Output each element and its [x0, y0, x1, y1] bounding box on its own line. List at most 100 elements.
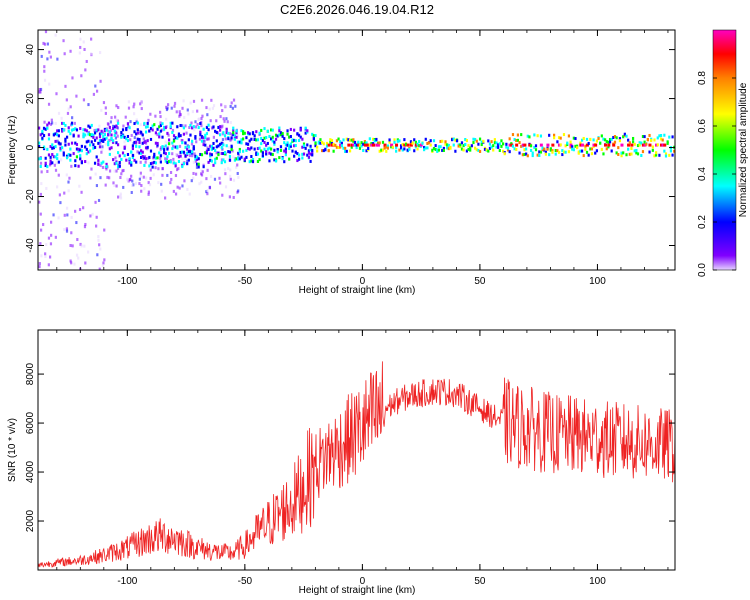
heat-cell [166, 155, 169, 159]
heat-cell [357, 141, 360, 145]
heat-cell [50, 233, 53, 237]
heat-cell [250, 155, 253, 159]
heat-cell [79, 154, 82, 158]
heat-cell [566, 141, 569, 145]
heat-cell [110, 146, 113, 150]
heat-cell [643, 140, 646, 144]
heat-cell [108, 125, 111, 129]
heat-cell [164, 140, 167, 144]
heat-cell [90, 133, 93, 137]
heat-cell [185, 131, 188, 135]
heat-cell [293, 154, 296, 158]
heat-cell [151, 128, 154, 132]
heat-cell [66, 111, 70, 115]
y-tick-label: 4000 [25, 460, 36, 483]
heat-cell [164, 159, 167, 163]
heat-cell [123, 140, 126, 144]
heat-cell [197, 165, 200, 169]
heat-cell [385, 149, 388, 153]
heat-cell [269, 147, 273, 151]
heat-cell [75, 128, 79, 132]
heat-cell [668, 135, 671, 139]
heat-cell [269, 137, 273, 141]
heat-cell [427, 141, 431, 145]
heat-cell [51, 121, 54, 125]
heat-cell [97, 238, 100, 242]
heat-cell [160, 189, 163, 193]
heat-cell [196, 109, 199, 113]
heat-cell [194, 157, 197, 161]
heat-cell [488, 146, 492, 150]
heat-cell [54, 155, 57, 159]
heat-cell [513, 138, 516, 142]
heat-cell [523, 148, 526, 152]
heat-cell [325, 144, 329, 148]
heat-cell [574, 137, 577, 141]
heat-cell [490, 140, 493, 144]
heat-cell [594, 151, 597, 155]
heat-cell [615, 136, 618, 140]
heat-cell [610, 149, 613, 153]
heat-cell [89, 125, 92, 129]
heat-cell [256, 152, 260, 156]
heat-cell [413, 138, 416, 142]
heat-cell [65, 227, 69, 231]
heat-cell [159, 124, 162, 128]
heat-cell [73, 121, 76, 125]
heat-cell [181, 150, 184, 154]
heat-cell [475, 139, 478, 143]
heat-cell [138, 140, 141, 144]
heat-cell [289, 144, 292, 148]
heat-cell [284, 153, 288, 157]
heat-cell [399, 146, 403, 150]
heat-cell [482, 139, 485, 143]
heat-cell [617, 152, 620, 156]
heat-cell [663, 149, 666, 153]
heat-cell [218, 142, 222, 146]
heat-cell [467, 147, 470, 151]
heat-cell [64, 123, 67, 127]
heat-cell [474, 146, 477, 150]
heat-cell [210, 159, 213, 163]
heat-cell [332, 142, 335, 146]
heat-cell [360, 144, 363, 148]
heat-cell [99, 163, 102, 167]
heat-cell [159, 115, 162, 119]
heat-cell [220, 103, 223, 107]
heat-peak [339, 143, 343, 147]
heat-cell [664, 154, 668, 158]
heat-cell [640, 141, 643, 145]
heat-cell [161, 135, 164, 139]
heat-cell [319, 138, 322, 142]
heat-cell [107, 140, 110, 144]
heat-cell [54, 132, 57, 136]
heat-cell [54, 145, 57, 149]
heat-cell [162, 153, 165, 157]
heat-cell [130, 161, 133, 165]
heat-cell [228, 158, 232, 162]
heat-cell [194, 125, 198, 129]
heat-cell [429, 143, 432, 147]
heat-cell [229, 168, 232, 172]
heat-cell [360, 141, 363, 145]
heat-cell [46, 42, 49, 46]
heat-cell [416, 147, 419, 151]
heat-cell [503, 152, 506, 156]
heat-cell [65, 154, 69, 158]
heat-cell [160, 182, 163, 186]
heat-peak [367, 143, 371, 147]
heat-cell [75, 221, 78, 225]
heat-cell [329, 140, 332, 144]
heat-cell [344, 146, 347, 150]
heat-cell [158, 132, 161, 136]
heat-peak [641, 143, 645, 147]
heat-cell [398, 139, 401, 143]
heat-cell [301, 145, 304, 149]
heat-cell [110, 140, 113, 144]
heat-peak [580, 143, 584, 147]
heat-cell [38, 157, 41, 161]
heat-cell [49, 145, 52, 149]
heat-cell [630, 146, 633, 150]
heat-peak [403, 143, 407, 147]
heat-cell [149, 149, 153, 153]
